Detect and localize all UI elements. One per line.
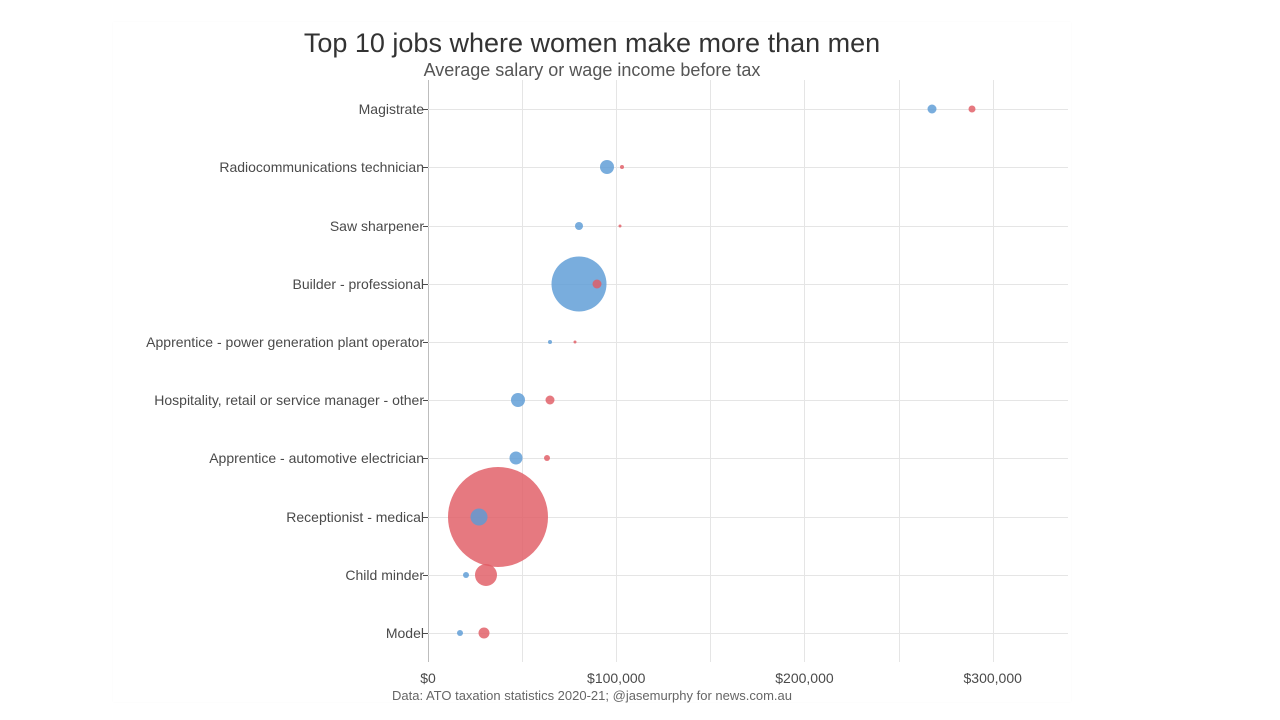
x-tick-label: $300,000 [964, 670, 1022, 686]
gridline-horizontal [428, 226, 1068, 227]
data-point [969, 106, 976, 113]
data-point [546, 396, 555, 405]
data-point [463, 572, 469, 578]
y-tick-label: Magistrate [359, 101, 424, 117]
y-tick-label: Saw sharpener [330, 218, 424, 234]
gridline-horizontal [428, 342, 1068, 343]
gridline-horizontal [428, 458, 1068, 459]
data-point [575, 222, 583, 230]
data-point [548, 340, 552, 344]
chart-title: Top 10 jobs where women make more than m… [113, 28, 1071, 59]
x-tick-label: $0 [420, 670, 436, 686]
y-tick-label: Receptionist - medical [286, 509, 424, 525]
gridline-horizontal [428, 284, 1068, 285]
x-tick-label: $100,000 [587, 670, 645, 686]
data-point [544, 455, 550, 461]
data-point [620, 165, 624, 169]
data-point [573, 340, 576, 343]
chart-caption: Data: ATO taxation statistics 2020-21; @… [113, 688, 1071, 703]
plot-area: MagistrateRadiocommunications technician… [428, 80, 1068, 680]
data-point [593, 279, 602, 288]
gridline-horizontal [428, 633, 1068, 634]
y-tick-label: Apprentice - automotive electrician [209, 450, 424, 466]
y-tick-label: Apprentice - power generation plant oper… [146, 334, 424, 350]
x-tick-label: $200,000 [775, 670, 833, 686]
y-tick-label: Child minder [345, 567, 424, 583]
y-tick-label: Hospitality, retail or service manager -… [154, 392, 424, 408]
data-point [511, 393, 525, 407]
chart-subtitle: Average salary or wage income before tax [113, 60, 1071, 81]
data-point [510, 452, 523, 465]
data-point [479, 627, 490, 638]
data-point [928, 105, 937, 114]
data-point [470, 508, 487, 525]
gridline-horizontal [428, 167, 1068, 168]
y-tick-label: Builder - professional [292, 276, 424, 292]
gridline-horizontal [428, 575, 1068, 576]
y-tick-label: Model [386, 625, 424, 641]
data-point [600, 160, 614, 174]
data-point [475, 564, 497, 586]
y-tick-label: Radiocommunications technician [219, 159, 424, 175]
data-point [619, 224, 622, 227]
data-point [457, 630, 463, 636]
chart-frame: Top 10 jobs where women make more than m… [113, 22, 1071, 702]
data-point [448, 467, 548, 567]
